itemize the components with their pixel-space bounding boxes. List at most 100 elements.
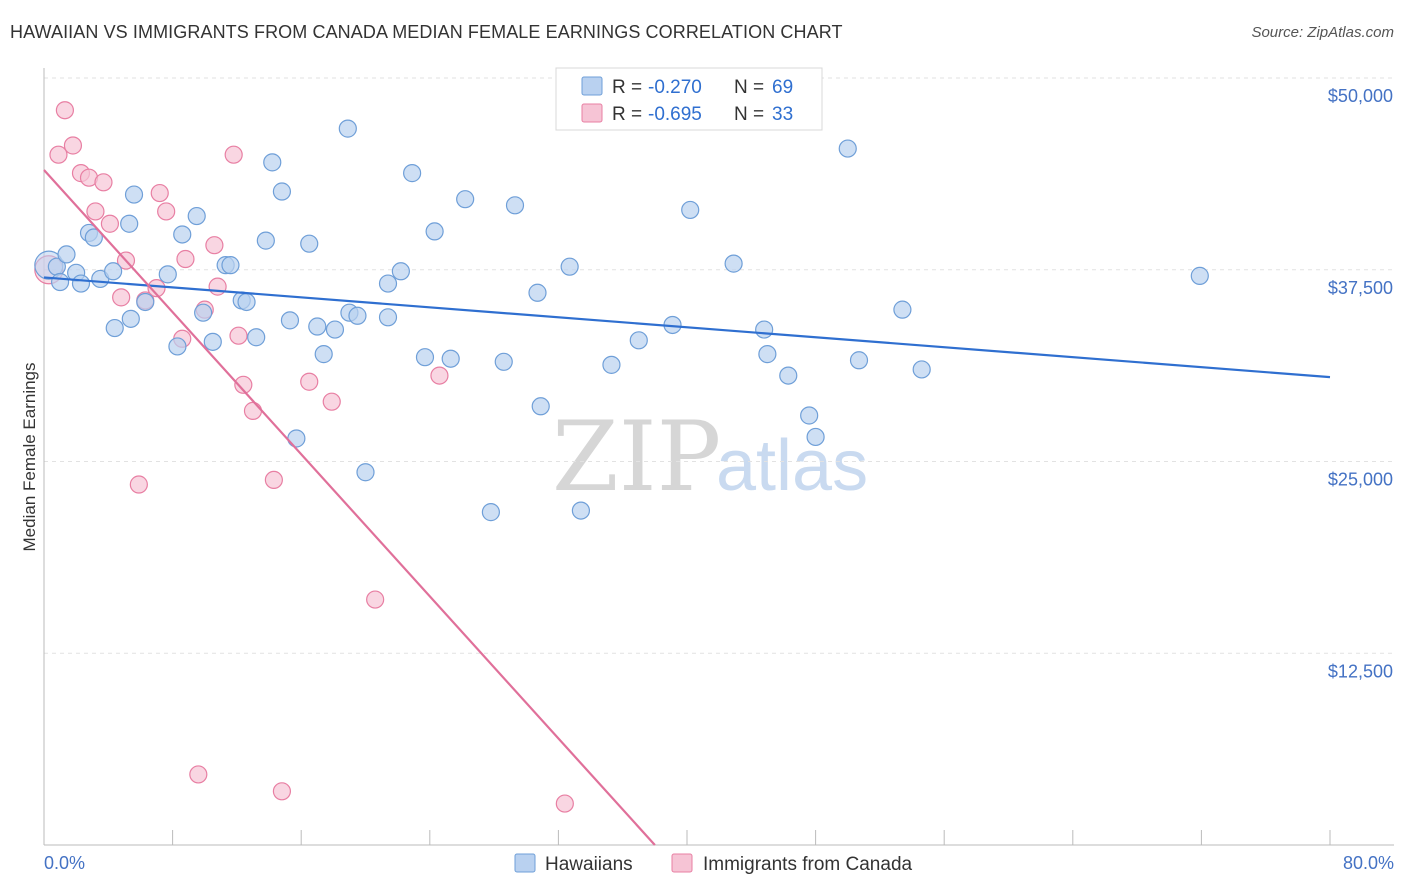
series-legend: Hawaiians Immigrants from Canada [514, 853, 913, 875]
hawaiians-point [806, 427, 825, 447]
watermark-zip: ZIP [552, 401, 721, 513]
immigrants-point [150, 183, 169, 203]
hawaiians-point [263, 153, 282, 172]
hawaiians-point [57, 245, 76, 264]
hawaiians-point [912, 360, 931, 379]
hawaiians-point [456, 190, 475, 209]
hawaiians-point [531, 397, 550, 416]
hawaiians-trend-line [43, 276, 1331, 379]
hawaiians-point [779, 366, 798, 385]
legend-n-label-1: N = [734, 77, 764, 98]
legend-r-value-2: -0.695 [648, 104, 702, 125]
hawaiians-point [348, 306, 367, 325]
series-hawaiians [34, 119, 1209, 522]
x-ticks [172, 830, 1331, 845]
hawaiians-point [415, 348, 435, 367]
immigrants-point [176, 249, 195, 269]
hawaiians-point [849, 351, 869, 370]
hawaiians-point [356, 463, 375, 482]
hawaiians-point [325, 320, 345, 339]
hawaiians-point [308, 317, 327, 336]
hawaiians-point [158, 265, 177, 284]
hawaiians-point [287, 429, 306, 448]
hawaiians-point [314, 345, 333, 364]
x-tick-label-max: 80.0% [1343, 853, 1394, 873]
legend-n-value-1: 69 [772, 77, 793, 98]
hawaiians-point [104, 262, 123, 281]
hawaiians-point [120, 214, 139, 233]
bottom-legend-label-hawaiians: Hawaiians [545, 854, 633, 875]
hawaiians-point [800, 406, 819, 425]
immigrants-point [147, 279, 166, 298]
immigrants-point [55, 101, 74, 120]
immigrants-point [86, 202, 105, 221]
bottom-legend-swatch-immigrants [671, 853, 693, 873]
hawaiians-point [280, 311, 300, 330]
immigrants-point [205, 236, 224, 255]
hawaiians-point [136, 292, 155, 312]
immigrants-point [94, 173, 113, 192]
hawaiians-point [403, 164, 422, 183]
hawaiians-point [338, 119, 357, 138]
axes [43, 68, 1394, 846]
hawaiians-point [629, 331, 648, 350]
hawaiians-point [378, 308, 398, 327]
hawaiians-point [758, 345, 777, 364]
hawaiians-point [494, 352, 513, 371]
hawaiians-point [560, 257, 579, 276]
immigrants-point [229, 326, 248, 345]
hawaiians-point [203, 332, 222, 351]
immigrants-point [63, 136, 83, 155]
immigrants-point [555, 794, 574, 813]
hawaiians-point [300, 234, 319, 253]
immigrants-point [234, 375, 253, 394]
immigrants-point [112, 288, 131, 307]
hawaiians-point [247, 328, 266, 347]
trend-lines [43, 169, 1331, 846]
hawaiians-point [481, 503, 500, 522]
immigrants-point [272, 782, 292, 801]
hawaiians-point [50, 272, 70, 292]
hawaiians-point [528, 283, 547, 302]
legend-n-label-2: N = [734, 104, 764, 125]
hawaiians-point [124, 185, 144, 204]
legend-n-value-2: 33 [772, 104, 793, 125]
legend-swatch-immigrants [581, 103, 603, 123]
hawaiians-point [838, 139, 857, 158]
correlation-legend: R = -0.270 N = 69 R = -0.695 N = 33 [555, 67, 823, 131]
hawaiians-point [256, 231, 275, 250]
hawaiians-point [378, 274, 398, 293]
legend-r-value-1: -0.270 [648, 77, 702, 98]
hawaiians-point [168, 337, 187, 356]
immigrants-point [208, 277, 227, 296]
immigrants-point [49, 145, 68, 164]
legend-r-label-2: R = [612, 104, 642, 125]
immigrants-point [264, 470, 283, 490]
hawaiians-point [681, 200, 700, 220]
hawaiians-point [441, 349, 460, 368]
immigrants-point [322, 392, 341, 411]
series-immigrants-from-canada [34, 101, 574, 813]
hawaiians-point [121, 309, 140, 328]
immigrants-point [157, 202, 176, 221]
hawaiians-point [237, 292, 256, 312]
immigrants-point [224, 145, 243, 164]
hawaiians-point [71, 274, 91, 293]
legend-r-label-1: R = [612, 77, 642, 98]
bottom-legend-label-immigrants: Immigrants from Canada [703, 854, 913, 875]
immigrants-point [366, 590, 385, 609]
hawaiians-point [105, 318, 124, 338]
hawaiians-point [425, 222, 444, 241]
immigrants-point [129, 475, 148, 494]
hawaiians-point [602, 355, 621, 374]
hawaiians-point [84, 228, 103, 247]
hawaiians-point [391, 262, 410, 281]
y-tick-label: $25,000 [1328, 470, 1393, 490]
hawaiians-point [221, 256, 240, 275]
bottom-legend-swatch-hawaiians [514, 853, 536, 873]
hawaiians-point [272, 182, 292, 201]
x-tick-label-min: 0.0% [44, 853, 85, 873]
immigrants-point [243, 401, 263, 420]
legend-swatch-hawaiians [581, 76, 603, 96]
